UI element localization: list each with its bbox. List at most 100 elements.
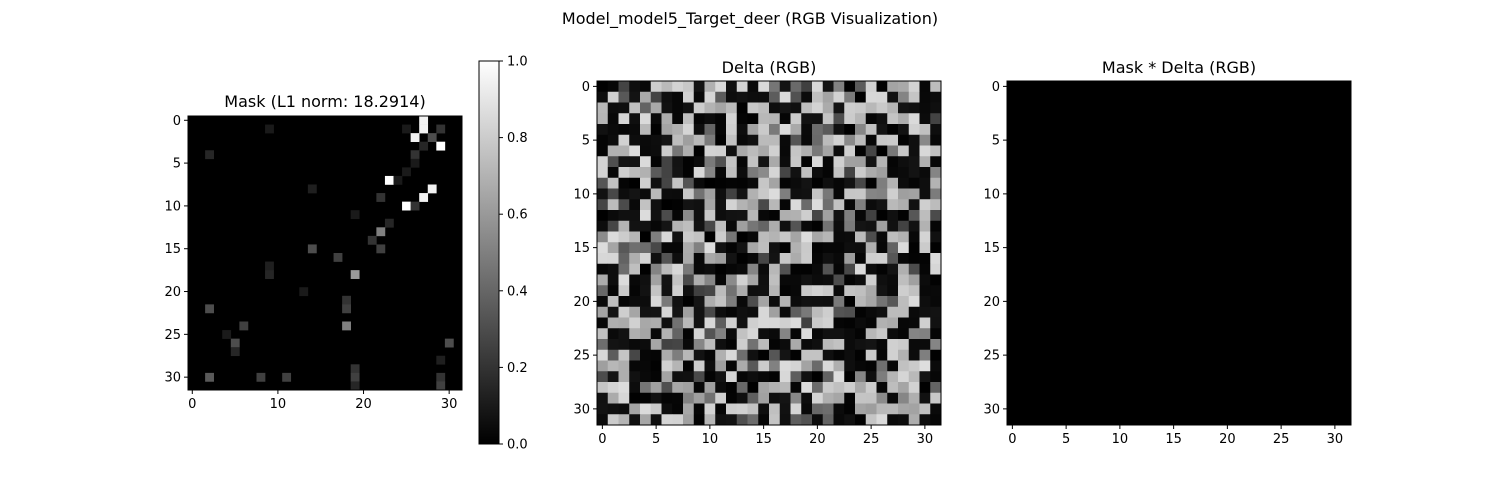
delta-cell [898, 306, 910, 318]
delta-cell [693, 156, 705, 168]
delta-cell [908, 328, 920, 340]
delta-cell [747, 210, 759, 222]
delta-cell [801, 414, 813, 426]
delta-cell [812, 306, 824, 318]
delta-cell [833, 91, 845, 103]
delta-ytick-label: 30 [573, 402, 590, 417]
delta-cell [822, 414, 834, 426]
delta-cell [908, 263, 920, 275]
delta-cell [672, 188, 684, 200]
delta-cell [715, 285, 727, 297]
delta-cell [693, 199, 705, 211]
delta-cell [855, 328, 867, 340]
delta-cell [618, 253, 630, 265]
delta-cell [607, 403, 619, 415]
delta-cell [898, 188, 910, 200]
delta-cell [908, 317, 920, 329]
delta-cell [769, 156, 781, 168]
delta-cell [908, 188, 920, 200]
delta-cell [597, 134, 609, 146]
delta-cell [865, 199, 877, 211]
delta-cell [629, 156, 641, 168]
delta-cell [930, 145, 942, 157]
delta-cell [844, 177, 856, 189]
delta-cell [747, 414, 759, 426]
delta-cell [812, 177, 824, 189]
delta-cell [640, 145, 652, 157]
delta-cell [683, 306, 695, 318]
delta-cell [844, 188, 856, 200]
delta-cell [833, 177, 845, 189]
delta-cell [779, 134, 791, 146]
delta-cell [597, 102, 609, 114]
delta-cell [650, 414, 662, 426]
delta-cell [597, 349, 609, 361]
mask-cell [436, 355, 446, 365]
delta-cell [801, 349, 813, 361]
delta-cell [790, 253, 802, 265]
delta-cell [919, 113, 931, 125]
delta-cell [704, 317, 716, 329]
delta-cell [790, 124, 802, 136]
delta-cell [715, 145, 727, 157]
delta-cell [650, 306, 662, 318]
delta-cell [650, 156, 662, 168]
delta-cell [661, 317, 673, 329]
delta-cell [597, 81, 609, 93]
mask-cell [410, 201, 420, 211]
delta-cell [801, 317, 813, 329]
delta-cell [930, 124, 942, 136]
delta-cell [790, 403, 802, 415]
delta-cell [898, 91, 910, 103]
colorbar-ticks: 0.0 0.2 0.4 0.6 0.8 1.0 [499, 55, 528, 453]
delta-cell [919, 296, 931, 308]
delta-cell [833, 263, 845, 275]
mask-cell [376, 227, 386, 237]
mask-cell [265, 261, 274, 271]
delta-cell [876, 414, 888, 426]
delta-cell [618, 220, 630, 232]
delta-cell [919, 145, 931, 157]
delta-cell [736, 199, 748, 211]
delta-cell [801, 263, 813, 275]
delta-cell [693, 339, 705, 351]
delta-cell [812, 382, 824, 394]
delta-cell [607, 349, 619, 361]
delta-cell [640, 199, 652, 211]
delta-cell [930, 382, 942, 394]
product-ytick-label: 0 [992, 80, 1000, 95]
delta-cell [887, 263, 899, 275]
delta-cell [629, 167, 641, 179]
delta-cell [865, 91, 877, 103]
delta-cell [704, 210, 716, 222]
delta-cell [855, 231, 867, 243]
delta-cell [683, 403, 695, 415]
delta-cell [833, 167, 845, 179]
delta-cell [629, 231, 641, 243]
delta-cell [683, 113, 695, 125]
delta-cell [876, 231, 888, 243]
delta-cell [726, 296, 738, 308]
delta-cell [715, 414, 727, 426]
delta-cell [597, 403, 609, 415]
delta-cell [683, 210, 695, 222]
delta-cell [876, 285, 888, 297]
delta-cell [618, 339, 630, 351]
delta-cell [822, 210, 834, 222]
delta-cell [715, 253, 727, 265]
delta-cell [844, 91, 856, 103]
delta-cell [618, 274, 630, 286]
delta-cell [650, 177, 662, 189]
delta-cell [769, 145, 781, 157]
delta-cell [726, 124, 738, 136]
mask-ytick-label: 15 [164, 242, 181, 257]
delta-cell [801, 167, 813, 179]
delta-cell [597, 113, 609, 125]
delta-cell [597, 360, 609, 372]
delta-cell [683, 220, 695, 232]
delta-cell [661, 274, 673, 286]
delta-cell [801, 231, 813, 243]
mask-heatmap [188, 116, 462, 391]
delta-cell [855, 263, 867, 275]
delta-cell [661, 167, 673, 179]
